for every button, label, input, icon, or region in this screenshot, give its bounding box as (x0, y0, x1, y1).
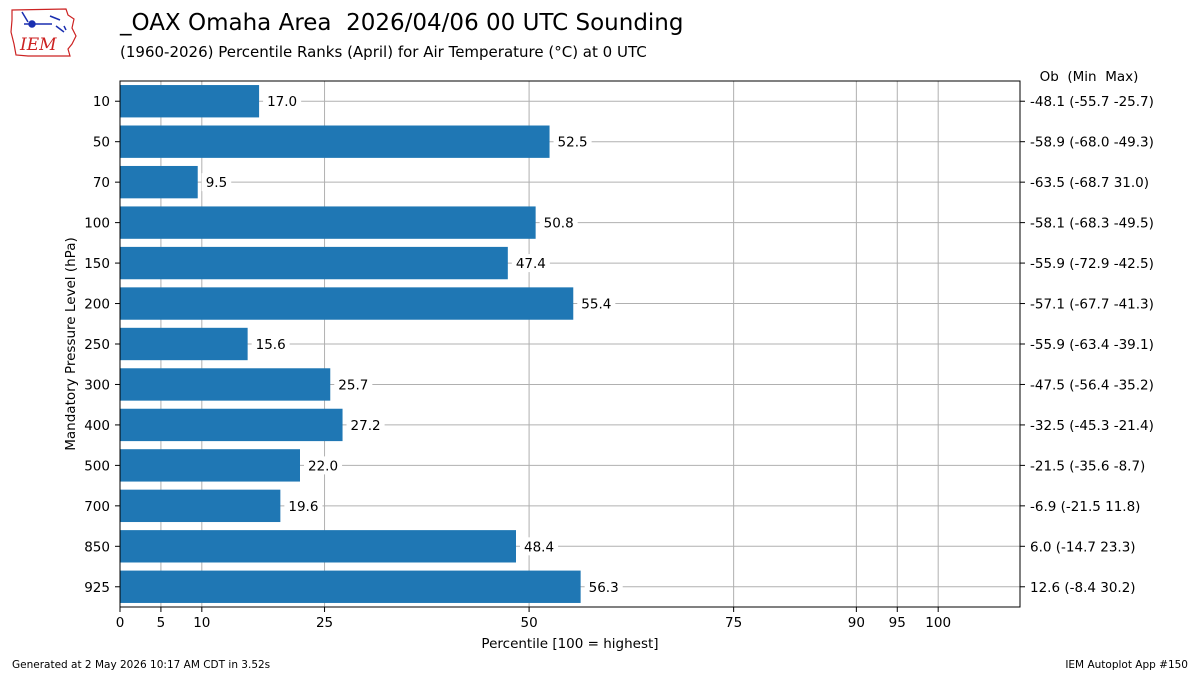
right-ob-label: -58.9 (-68.0 -49.3) (1030, 135, 1154, 151)
bar (120, 327, 248, 361)
y-tick-label: 500 (84, 458, 110, 474)
x-tick-label: 25 (316, 615, 333, 631)
right-ob-label: -6.9 (-21.5 11.8) (1030, 499, 1140, 515)
bar (120, 570, 581, 603)
bar-value-label: 55.4 (581, 297, 611, 313)
y-tick-label: 70 (93, 175, 110, 191)
x-tick-label: 50 (520, 615, 537, 631)
bar-value-label: 47.4 (516, 256, 546, 272)
y-tick-label: 700 (84, 499, 110, 515)
y-tick-label: 300 (84, 377, 110, 393)
x-tick-label: 100 (925, 615, 951, 631)
x-tick-label: 5 (157, 615, 166, 631)
value-label-background (584, 577, 623, 596)
bars (120, 85, 581, 603)
bar (120, 85, 260, 118)
value-labels: 17.0 52.5 9.5 50.8 47.4 55.4 15.6 25.7 27.2 22.0 1… (201, 92, 623, 596)
y-tick-label: 850 (84, 539, 110, 555)
bar-value-label: 19.6 (288, 499, 318, 515)
right-ob-label: -47.5 (-56.4 -35.2) (1030, 377, 1154, 393)
iem-logo: IEM (10, 8, 77, 57)
right-ob-label: -58.1 (-68.3 -49.5) (1030, 216, 1154, 232)
bar-value-label: 27.2 (351, 418, 381, 434)
value-label-background (251, 335, 290, 353)
right-ob-label: -55.9 (-63.4 -39.1) (1030, 337, 1154, 353)
x-axis-label: Percentile [100 = highest] (481, 636, 658, 652)
weather-station-icon (21, 11, 67, 33)
bar-value-label: 17.0 (267, 94, 297, 110)
y-tick-label: 150 (84, 256, 110, 272)
right-ob-label: -21.5 (-35.6 -8.7) (1030, 458, 1145, 474)
value-label-background (346, 415, 385, 434)
bar-value-label: 48.4 (524, 539, 554, 555)
bar (120, 206, 536, 239)
y-axis-label: Mandatory Pressure Level (hPa) (63, 237, 79, 450)
right-ob-label: 12.6 (-8.4 30.2) (1030, 580, 1136, 596)
value-label-background (511, 254, 550, 273)
right-column-header: Ob (Min Max) (1040, 69, 1139, 85)
y-tick-label: 10 (93, 94, 110, 110)
bar (120, 530, 516, 563)
x-tick-label: 0 (116, 615, 125, 631)
value-label-background (263, 92, 302, 111)
value-label-background (553, 132, 592, 151)
value-label-background (539, 213, 578, 232)
y-tick-label: 100 (84, 216, 110, 232)
y-tick-label: 925 (84, 580, 110, 596)
y-tick-label: 400 (84, 418, 110, 434)
value-label-background (334, 375, 373, 394)
chart-subtitle: (1960-2026) Percentile Ranks (April) for… (120, 43, 647, 61)
value-label-background (577, 294, 616, 313)
bar (120, 165, 198, 199)
value-label-background (284, 496, 323, 515)
bar-value-label: 25.7 (338, 377, 368, 393)
right-ob-label: 6.0 (-14.7 23.3) (1030, 539, 1136, 555)
right-ob-label: -57.1 (-67.7 -41.3) (1030, 297, 1154, 313)
axis-ticks: -48.1 (-55.7 -25.7) -58.9 (-68.0 -49.3) -6… (84, 94, 1154, 631)
bar-value-label: 9.5 (206, 175, 227, 191)
value-label-background (201, 173, 232, 192)
y-tick-label: 200 (84, 297, 110, 313)
bar (120, 449, 300, 482)
footer-generated-text: Generated at 2 May 2026 10:17 AM CDT in … (12, 659, 271, 671)
value-label-background (304, 456, 343, 475)
bar (120, 125, 550, 158)
bar (120, 408, 343, 442)
bar (120, 287, 574, 320)
bar-value-label: 56.3 (589, 580, 619, 596)
bar-value-label: 15.6 (256, 337, 286, 353)
x-tick-label: 95 (889, 615, 906, 631)
bar-value-label: 50.8 (544, 216, 574, 232)
bar (120, 489, 281, 523)
bar (120, 246, 508, 280)
value-label-background (520, 537, 559, 556)
bar (120, 368, 331, 401)
x-tick-label: 90 (848, 615, 865, 631)
right-ob-label: -63.5 (-68.7 31.0) (1030, 175, 1149, 191)
iowa-outline-icon (10, 8, 77, 57)
x-tick-label: 75 (725, 615, 742, 631)
y-tick-label: 250 (84, 337, 110, 353)
chart-title: _OAX Omaha Area 2026/04/06 00 UTC Soundi… (120, 10, 684, 36)
right-ob-label: -48.1 (-55.7 -25.7) (1030, 94, 1154, 110)
bar-value-label: 22.0 (308, 458, 338, 474)
x-tick-label: 10 (193, 615, 210, 631)
right-ob-label: -32.5 (-45.3 -21.4) (1030, 418, 1154, 434)
footer-app-id: IEM Autoplot App #150 (1065, 659, 1188, 671)
right-ob-label: -55.9 (-72.9 -42.5) (1030, 256, 1154, 272)
logo-text: IEM (19, 35, 57, 55)
y-tick-label: 50 (93, 135, 110, 151)
bar-value-label: 52.5 (558, 135, 588, 151)
